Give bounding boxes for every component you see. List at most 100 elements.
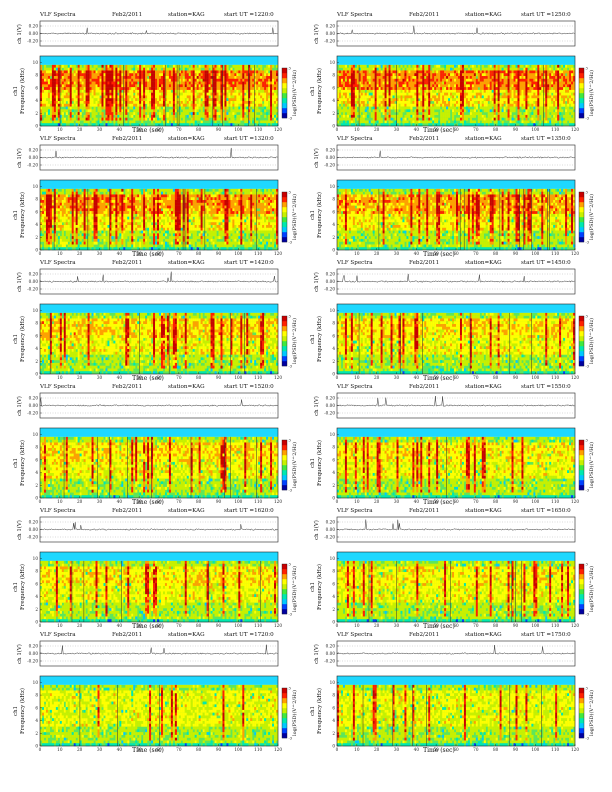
spectrogram-cell <box>475 84 478 88</box>
spectrogram-cell <box>224 64 227 68</box>
spectrogram-cell <box>424 78 427 82</box>
spectrogram-cell <box>172 103 176 107</box>
spectrogram-cell <box>529 92 532 96</box>
spectrogram-cell <box>188 120 191 124</box>
spectrogram-cell <box>479 84 482 88</box>
spectrogram-cell <box>190 106 193 110</box>
spectrogram-cell <box>137 76 140 79</box>
spectrogram-cell <box>210 95 213 99</box>
spectrogram-cell <box>563 78 566 82</box>
spectrogram-cell <box>430 76 433 79</box>
spectrogram-cell <box>454 78 457 82</box>
spectrogram-cell <box>216 67 219 71</box>
spectrogram-cell <box>483 81 486 85</box>
spectrogram-cell <box>529 101 532 104</box>
spectrogram-cell <box>121 81 124 85</box>
spectrogram-cell <box>226 103 229 107</box>
spectrogram-cell <box>412 81 415 85</box>
spectrogram-cell <box>220 106 223 110</box>
spectrogram-cell <box>204 73 207 77</box>
spectrogram-cell <box>535 70 538 74</box>
spectrogram-cell <box>41 109 45 113</box>
spectrogram-cell <box>224 89 227 93</box>
spectrogram-cell <box>212 114 215 118</box>
spectrogram-cell <box>264 89 267 93</box>
spectrogram-cell <box>394 117 397 121</box>
spectrogram-cell <box>238 78 241 82</box>
spectrogram-cell <box>228 76 231 79</box>
spectrogram-cell <box>264 92 267 96</box>
spectrogram-cell <box>420 64 423 68</box>
spectrogram-cell <box>436 98 439 102</box>
spectrogram-cell <box>368 81 371 85</box>
spectrogram-cell <box>491 112 494 116</box>
spectrogram-cell <box>390 95 393 99</box>
spectrogram-cell <box>483 76 486 79</box>
spectrogram-cell <box>254 103 257 107</box>
spectrogram-cell <box>47 78 51 82</box>
spectrogram-cell <box>45 216 49 220</box>
spectrogram-cell <box>198 112 201 116</box>
spectrogram-cell <box>141 87 144 91</box>
spectrogram-cell <box>159 101 162 104</box>
spectrogram-cell <box>505 87 508 91</box>
spectrogram-cell <box>380 78 383 82</box>
spectrogram-cell <box>569 67 572 71</box>
spectrogram-cell <box>535 84 538 88</box>
spectrogram-cell <box>91 76 94 79</box>
spectrogram-cell <box>491 84 494 88</box>
spectrogram-cell <box>386 84 389 88</box>
spectrogram-cell <box>49 101 53 104</box>
spectrogram-cell <box>47 205 51 209</box>
spectrogram-cell <box>557 109 560 113</box>
spectrogram-cell <box>569 87 572 91</box>
spectrogram-cell <box>168 84 172 88</box>
spectrogram-cell <box>434 78 437 82</box>
spectrogram-cell <box>376 64 379 68</box>
spectrogram-cell <box>515 76 518 79</box>
spectrogram-cell <box>563 87 566 91</box>
spectrogram-cell <box>454 103 457 107</box>
spectrogram-cell <box>358 70 361 74</box>
spectrogram-cell <box>49 188 53 192</box>
spectrogram-cell <box>489 123 492 127</box>
spectrogram-cell <box>147 112 150 116</box>
spectrogram-cell <box>390 117 393 121</box>
spectrogram-cell <box>133 117 136 121</box>
spectrogram-cell <box>268 76 271 79</box>
spectrogram-cell <box>61 92 64 96</box>
spectrogram-cell <box>535 95 538 99</box>
spectrogram-cell <box>160 98 164 102</box>
spectrogram-cell <box>408 81 411 85</box>
spectrogram-cell <box>557 89 560 93</box>
spectrogram-cell <box>567 109 570 113</box>
spectrogram-cell <box>525 76 528 79</box>
spectrogram-cell <box>565 84 568 88</box>
spectrogram-cell <box>170 92 174 96</box>
spectrogram-cell <box>155 81 158 85</box>
spectrogram-cell <box>77 67 80 71</box>
spectrogram-cell <box>230 101 233 104</box>
spectrogram-cell <box>551 109 554 113</box>
spectrogram-cell <box>40 87 43 91</box>
spectrogram-cell <box>53 64 57 68</box>
spectrogram-cell <box>83 92 86 96</box>
spectrogram-cell <box>186 81 189 85</box>
spectrogram-cell <box>525 84 528 88</box>
spectrogram-cell <box>248 70 251 74</box>
spectrogram-cell <box>342 95 346 99</box>
channel-label: ch1 <box>13 86 19 96</box>
spectrogram-cell <box>368 95 371 99</box>
spectrogram-cell <box>555 78 558 82</box>
spectrogram-cell <box>428 112 431 116</box>
spectrogram-cell <box>412 67 415 71</box>
spectrogram-cell <box>362 106 365 110</box>
spectrogram-cell <box>79 89 82 93</box>
spectrogram-cell <box>505 81 508 85</box>
spectrogram-cell <box>252 114 255 118</box>
spectrogram-cell <box>139 84 142 88</box>
spectrogram-cell <box>266 98 269 102</box>
spectrogram-cell <box>182 81 185 85</box>
spectrogram-cell <box>109 123 112 127</box>
spectrogram-cell <box>268 101 271 104</box>
